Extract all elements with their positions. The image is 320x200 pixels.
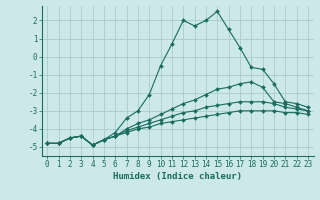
X-axis label: Humidex (Indice chaleur): Humidex (Indice chaleur) xyxy=(113,172,242,181)
